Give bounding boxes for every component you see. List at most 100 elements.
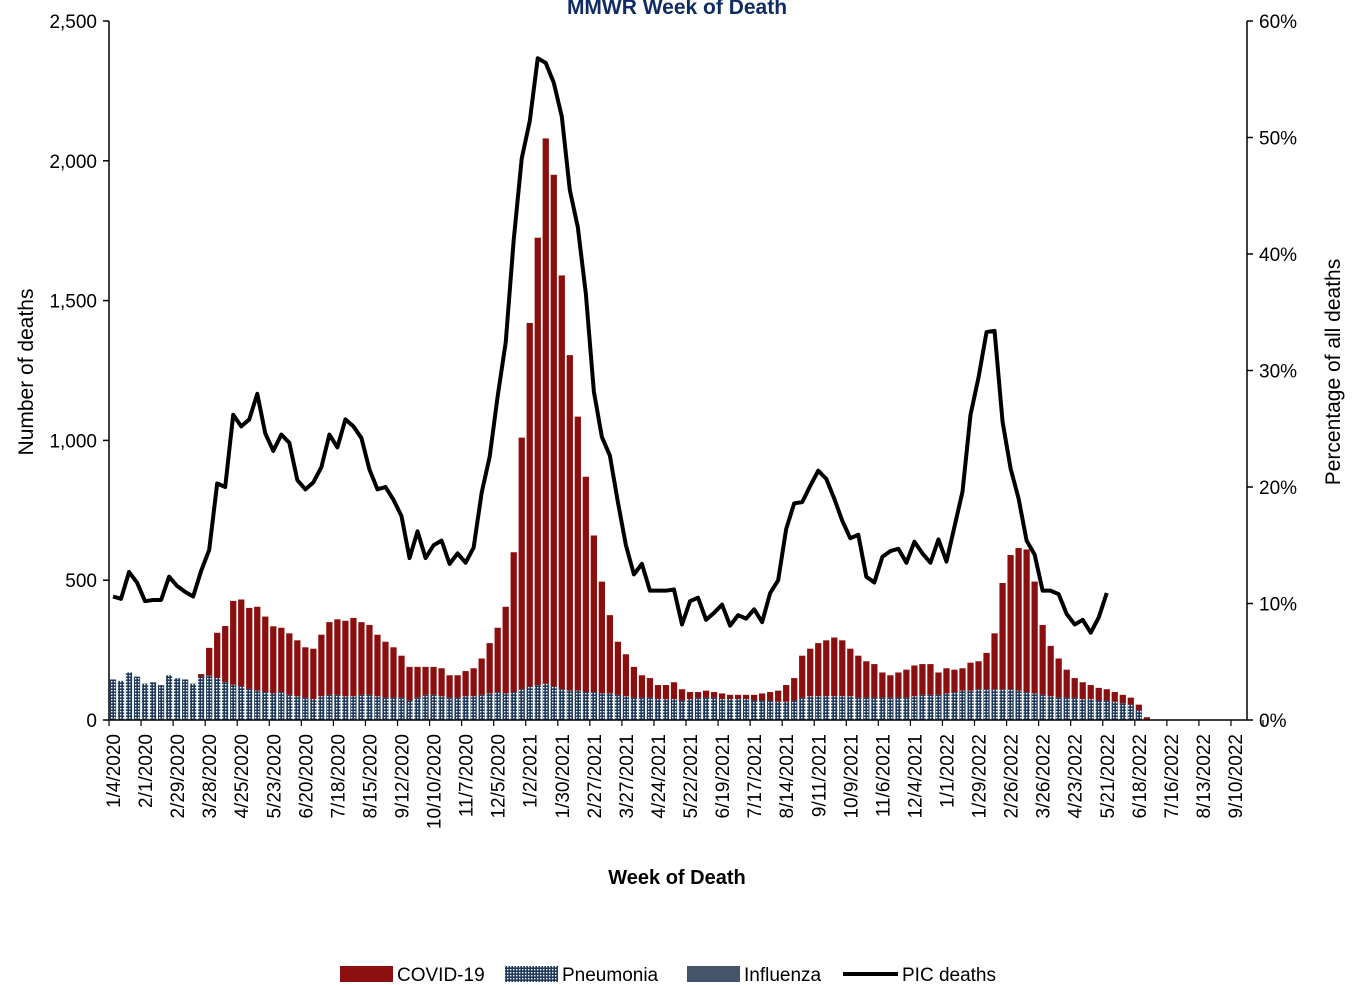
- bar-covid: [310, 648, 317, 700]
- bar-covid: [751, 694, 758, 701]
- bar-pneumonia: [879, 697, 886, 720]
- bar-covid: [366, 624, 373, 695]
- bar-covid: [927, 664, 934, 695]
- bar-covid: [791, 678, 798, 701]
- bar-covid: [967, 662, 974, 691]
- bar-pneumonia: [366, 694, 373, 720]
- bar-covid: [470, 668, 477, 697]
- y-tick-label: 500: [65, 571, 97, 592]
- bar-pneumonia: [222, 681, 229, 720]
- x-tick-label: 2/26/2022: [1002, 734, 1023, 819]
- x-tick-label: 3/28/2020: [200, 734, 221, 819]
- bar-covid: [1039, 624, 1046, 695]
- bar-pneumonia: [694, 697, 702, 720]
- bar-pneumonia: [157, 685, 165, 719]
- bar-pneumonia: [526, 686, 533, 720]
- y2-tick-label: 0%: [1259, 711, 1287, 732]
- bar-pneumonia: [1007, 689, 1014, 720]
- bar-pneumonia: [831, 696, 838, 720]
- bar-pneumonia: [486, 693, 493, 720]
- bar-covid: [991, 633, 998, 690]
- bar-pneumonia: [414, 697, 421, 720]
- bar-pneumonia: [206, 675, 213, 720]
- plot-area: 0 500 1,000 1,500 2,000 2,500 0% 10% 20% 30% 40% 50…: [49, 12, 1297, 829]
- bar-pneumonia: [462, 696, 469, 720]
- bar-pneumonia: [606, 693, 613, 720]
- bar-covid: [1103, 689, 1110, 701]
- bar-covid: [406, 666, 413, 701]
- x-tick-label: 8/14/2021: [777, 734, 798, 819]
- bar-pneumonia: [775, 701, 782, 720]
- x-tick-label: 11/7/2020: [457, 734, 478, 817]
- y-axis-title: Number of deaths: [15, 289, 38, 456]
- bar-covid: [1023, 549, 1030, 693]
- x-tick-label: 8/15/2020: [360, 734, 381, 819]
- bar-pneumonia: [286, 694, 293, 720]
- bar-covid: [262, 616, 269, 693]
- bar-pneumonia: [165, 675, 173, 719]
- bar-covid: [358, 622, 365, 695]
- bar-covid: [558, 275, 565, 690]
- bar-covid: [686, 692, 694, 700]
- bar-pneumonia: [919, 694, 926, 720]
- bar-covid: [454, 675, 461, 698]
- bar-covid: [638, 675, 646, 698]
- bar-pneumonia: [262, 692, 269, 720]
- bar-pneumonia: [438, 696, 445, 720]
- bar-pneumonia: [1039, 694, 1046, 720]
- bar-pneumonia: [959, 690, 966, 720]
- x-tick-label: 6/18/2022: [1130, 734, 1151, 819]
- bar-covid: [350, 617, 357, 697]
- bar-covid: [694, 692, 702, 698]
- bar-pneumonia: [839, 696, 846, 720]
- bar-covid: [478, 658, 485, 695]
- bar-covid: [951, 669, 958, 693]
- bar-pneumonia: [783, 701, 790, 720]
- bar-pneumonia: [1103, 700, 1110, 720]
- bar-pneumonia: [446, 697, 453, 720]
- bar-covid: [614, 641, 622, 695]
- bar-covid: [935, 672, 942, 695]
- bar-pneumonia: [718, 699, 726, 720]
- bar-covid: [286, 633, 293, 695]
- bar-covid: [246, 607, 253, 689]
- bar-covid: [742, 694, 750, 700]
- bar-pneumonia: [734, 699, 742, 720]
- bar-pneumonia: [799, 697, 806, 720]
- x-tick-label: 12/5/2020: [489, 734, 510, 819]
- bar-covid: [1007, 555, 1014, 690]
- bar-pneumonia: [638, 697, 646, 720]
- bar-pneumonia: [895, 697, 902, 720]
- x-tick-label: 1/29/2022: [970, 734, 991, 819]
- bar-pneumonia: [630, 697, 638, 720]
- bar-pneumonia: [1079, 699, 1086, 720]
- x-tick-label: 1/1/2022: [937, 734, 958, 808]
- bar-covid: [238, 599, 245, 687]
- bar-covid: [374, 634, 381, 697]
- bar-covid: [871, 664, 878, 698]
- bar-pneumonia: [767, 700, 774, 720]
- bar-pneumonia: [807, 696, 814, 720]
- bar-pneumonia: [254, 690, 261, 720]
- y-tick-label: 1,500: [49, 292, 97, 313]
- bar-pneumonia: [1015, 690, 1022, 720]
- bar-covid: [654, 685, 662, 700]
- bar-covid: [670, 682, 678, 700]
- bar-covid: [270, 626, 277, 694]
- bar-pneumonia: [1063, 697, 1070, 720]
- bar-covid: [542, 138, 549, 684]
- bar-pneumonia: [190, 683, 197, 719]
- bar-covid: [318, 634, 325, 697]
- bar-covid: [831, 637, 838, 697]
- bar-pneumonia: [622, 696, 630, 720]
- bar-covid: [911, 665, 918, 697]
- bar-pneumonia: [1127, 704, 1134, 720]
- bar-pneumonia: [350, 696, 357, 720]
- x-tick-label: 6/20/2020: [296, 734, 317, 819]
- bar-pneumonia: [791, 700, 798, 720]
- bar-covid: [1095, 687, 1102, 701]
- bar-pneumonia: [702, 697, 710, 720]
- x-tick-label: 2/27/2021: [585, 734, 606, 819]
- bar-pneumonia: [911, 696, 918, 720]
- bar-covid: [895, 672, 902, 698]
